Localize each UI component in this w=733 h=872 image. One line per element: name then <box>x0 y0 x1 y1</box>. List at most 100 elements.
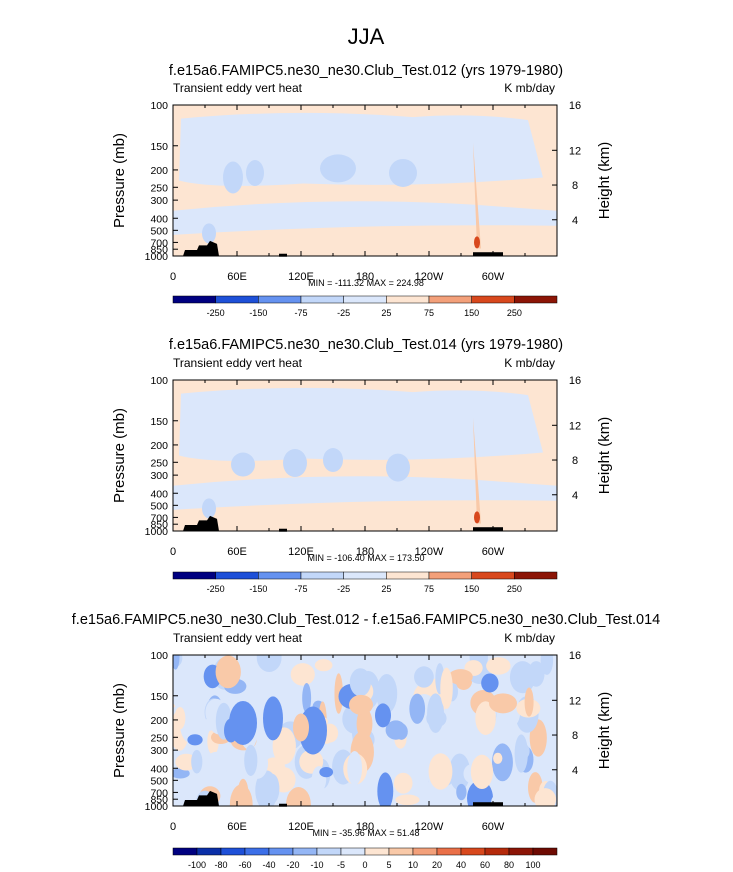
anomaly-blob <box>470 754 494 790</box>
negative-blob <box>246 159 264 186</box>
colorbar-box <box>215 571 259 580</box>
negative-blob <box>202 498 216 519</box>
anomaly-blob <box>409 693 426 724</box>
colorbar-box <box>471 571 515 580</box>
x-tick-label: 0 <box>170 821 176 833</box>
y2-tick-label: 4 <box>572 215 578 227</box>
y2-tick-label: 4 <box>572 490 578 502</box>
anomaly-blob <box>393 772 413 794</box>
y2-tick-label: 12 <box>569 695 581 707</box>
anomaly-blob <box>403 675 413 700</box>
y-tick-label: 100 <box>150 375 168 387</box>
y-tick-label: 400 <box>150 488 168 500</box>
y-tick-label: 150 <box>150 691 168 703</box>
colorbar-box <box>436 847 462 856</box>
anomaly-blob <box>428 753 453 790</box>
y-tick-label: 500 <box>150 225 168 237</box>
anomaly-blob <box>319 767 334 778</box>
colorbar-label: 75 <box>424 584 434 594</box>
anomaly-blob <box>449 753 471 791</box>
chart-panel-3: f.e15a6.FAMIPC5.ne30_ne30.Club_Test.012 … <box>72 612 660 870</box>
colorbar-box <box>364 847 390 856</box>
negative-region <box>179 112 543 186</box>
left-string: Transient eddy vert heat <box>173 631 303 645</box>
x-tick-label: 60E <box>227 271 247 283</box>
colorbar-label: -250 <box>207 584 225 594</box>
x-tick-label: 120E <box>288 821 314 833</box>
colorbar-box <box>215 295 259 304</box>
y-tick-label: 100 <box>150 100 168 112</box>
positive-peak <box>474 236 480 249</box>
anomaly-blob <box>440 667 453 709</box>
colorbar-label: -100 <box>188 860 206 870</box>
negative-blob <box>389 158 417 187</box>
negative-blob <box>323 448 343 473</box>
y-tick-label: 850 <box>150 794 168 806</box>
anomaly-blob <box>481 673 499 693</box>
colorbar-label: 25 <box>381 308 391 318</box>
chart-title: f.e15a6.FAMIPC5.ne30_ne30.Club_Test.012 … <box>169 63 563 79</box>
colorbar-box <box>220 847 246 856</box>
colorbar-label: -250 <box>207 308 225 318</box>
colorbar-label: 5 <box>386 860 391 870</box>
colorbar-label: -25 <box>337 308 350 318</box>
colorbar-label: 0 <box>362 860 367 870</box>
anomaly-blob <box>256 655 282 673</box>
anomaly-blob <box>486 657 511 675</box>
colorbar-box <box>258 295 302 304</box>
colorbar-label: 40 <box>456 860 466 870</box>
right-string: K mb/day <box>504 356 555 370</box>
colorbar-box <box>343 295 387 304</box>
colorbar-box <box>343 571 387 580</box>
anomaly-blob <box>286 787 311 806</box>
colorbar-box <box>300 295 344 304</box>
anomaly-blob <box>349 668 371 697</box>
y-tick-label: 200 <box>150 440 168 452</box>
x-tick-label: 0 <box>170 271 176 283</box>
colorbar-label: -75 <box>294 308 307 318</box>
colorbar-box <box>428 295 472 304</box>
y2-tick-label: 16 <box>569 375 581 387</box>
colorbar-box <box>514 295 558 304</box>
colorbar-box <box>172 295 216 304</box>
x-tick-label: 60E <box>227 821 247 833</box>
negative-blob <box>386 453 410 482</box>
negative-blob <box>320 154 356 183</box>
y2-axis-label: Height (km) <box>596 417 613 495</box>
anomaly-blob <box>174 706 186 730</box>
y-tick-label: 700 <box>150 787 168 799</box>
colorbar-label: -40 <box>262 860 275 870</box>
y-tick-label: 500 <box>150 775 168 787</box>
colorbar-box <box>460 847 486 856</box>
right-string: K mb/day <box>504 81 555 95</box>
chart-title: f.e15a6.FAMIPC5.ne30_ne30.Club_Test.012 … <box>72 612 660 628</box>
y-tick-label: 150 <box>150 141 168 153</box>
anomaly-blob <box>385 720 407 740</box>
anomaly-blob <box>215 655 241 689</box>
x-tick-label: 60W <box>482 546 505 558</box>
anomaly-blob <box>524 687 534 717</box>
colorbar-box <box>244 847 270 856</box>
negative-blob <box>223 161 243 194</box>
anomaly-blob <box>229 784 253 806</box>
x-tick-label: 60E <box>227 546 247 558</box>
colorbar-box <box>258 571 302 580</box>
colorbar-label: -80 <box>214 860 227 870</box>
positive-streak <box>473 417 481 524</box>
topography-mask <box>473 802 503 807</box>
x-tick-label: 120W <box>415 271 444 283</box>
anomaly-blob <box>448 669 473 685</box>
positive-peak <box>474 511 480 524</box>
colorbar-label: -20 <box>286 860 299 870</box>
anomaly-blob <box>540 655 554 675</box>
y-tick-label: 250 <box>150 182 168 194</box>
colorbar-box <box>386 295 430 304</box>
positive-core <box>489 693 517 714</box>
colorbar-label: 10 <box>408 860 418 870</box>
topography-mask <box>279 803 287 807</box>
chart-panel-1: f.e15a6.FAMIPC5.ne30_ne30.Club_Test.012 … <box>111 63 613 318</box>
negative-blob <box>202 223 216 244</box>
min-max-stats: MIN = -35.96 MAX = 51.48 <box>312 828 419 838</box>
anomaly-blob <box>518 743 530 759</box>
